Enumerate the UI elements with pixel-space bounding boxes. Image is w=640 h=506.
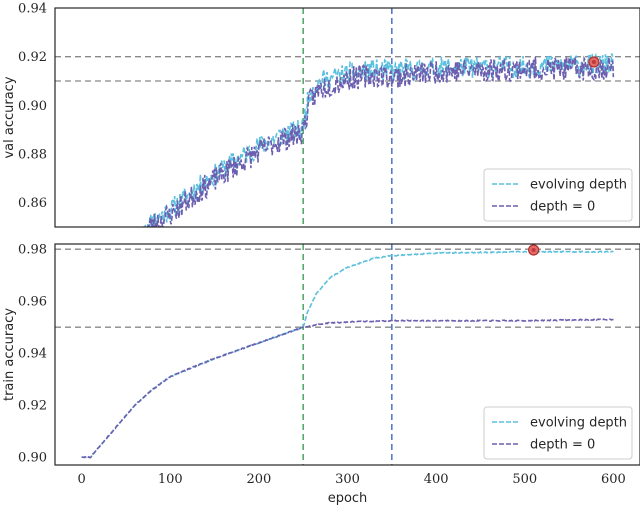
plot-area: [55, 244, 640, 465]
series-line-1: [81, 318, 614, 459]
legend-box: [483, 168, 633, 222]
legend: evolving depth depth = 0: [483, 168, 633, 222]
train-accuracy-panel: 0.90 0.92 0.94 0.96 0.98 0 100 200 300 400 500 600 t…: [2, 243, 640, 506]
legend-label-0: evolving depth: [530, 178, 627, 193]
axes-frame: [54, 243, 640, 466]
best-marker-center: [591, 60, 596, 65]
best-marker-center: [531, 247, 536, 252]
x-tick-label: 500: [512, 472, 537, 487]
y-tick-label: 0.90: [18, 451, 47, 466]
y-tick-label: 0.90: [18, 99, 47, 114]
y-tick-label: 0.94: [18, 2, 47, 17]
x-tick-label: 100: [158, 472, 183, 487]
legend-label-1: depth = 0: [530, 200, 595, 215]
y-axis-label: val accuracy: [2, 76, 17, 158]
x-tick-label: 300: [335, 472, 360, 487]
axes-frame: [54, 7, 640, 228]
plot-area: [55, 8, 640, 227]
legend-label-1: depth = 0: [530, 438, 595, 453]
y-tick-label: 0.92: [18, 50, 47, 65]
legend-label-0: evolving depth: [530, 416, 627, 431]
y-tick-label: 0.92: [18, 399, 47, 414]
y-tick-label: 0.96: [18, 295, 47, 310]
series-line-1: [146, 55, 615, 227]
y-tick-label: 0.94: [18, 347, 47, 362]
y-tick-label: 0.98: [18, 243, 47, 258]
val-accuracy-panel: 0.86 0.88 0.90 0.92 0.94 val accuracy evolving…: [2, 2, 640, 228]
x-axis-label: epoch: [328, 491, 368, 506]
y-tick-label: 0.86: [18, 196, 47, 211]
legend: evolving depth depth = 0: [483, 406, 633, 460]
legend-box: [483, 406, 633, 460]
x-tick-label: 200: [246, 472, 271, 487]
y-tick-label: 0.88: [18, 148, 47, 163]
x-tick-label: 0: [77, 472, 85, 487]
x-tick-label: 400: [424, 472, 449, 487]
x-tick-label: 600: [601, 472, 626, 487]
y-axis-label: train accuracy: [2, 308, 17, 401]
